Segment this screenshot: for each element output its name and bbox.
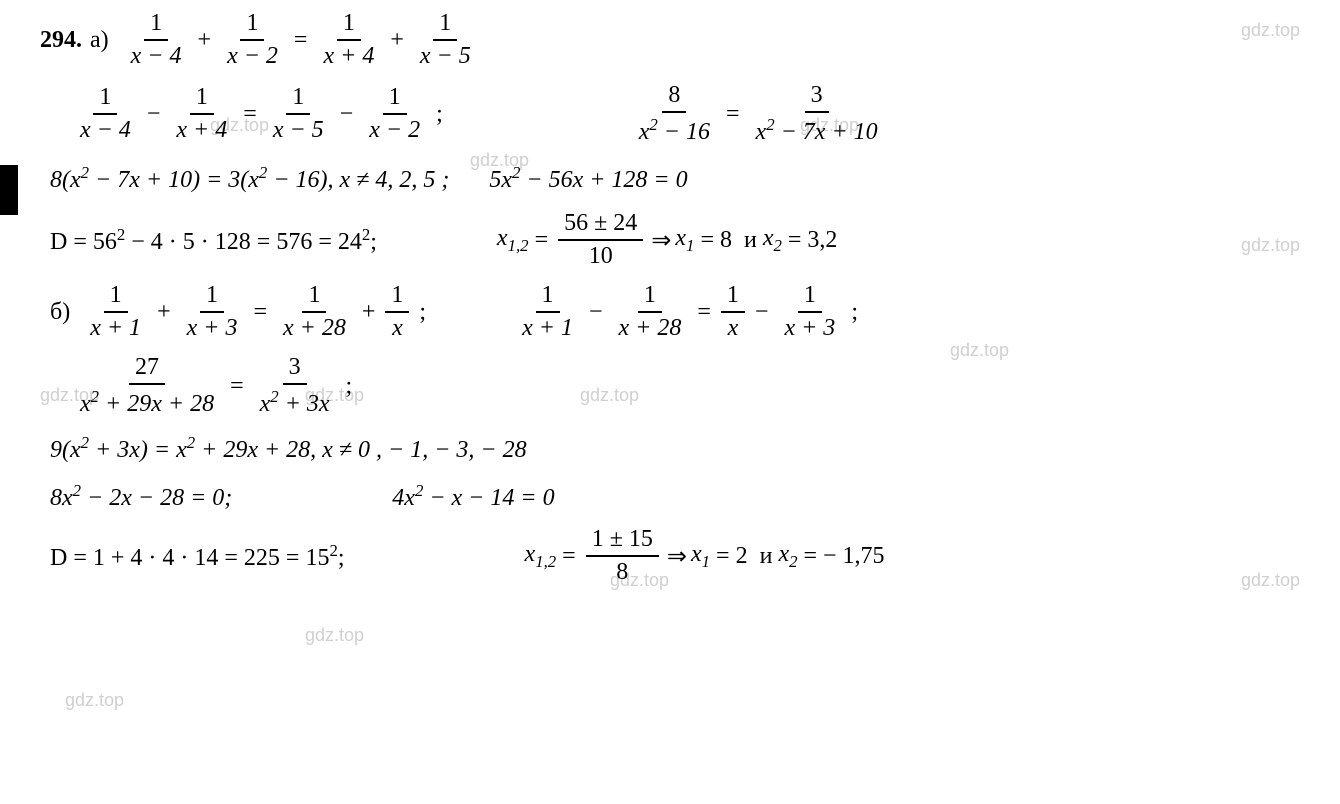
equation-line-5: б) 1 x + 1 + 1 x + 3 = 1 x + 28 + 1 x ; … bbox=[40, 282, 1300, 342]
fraction: 1 x + 3 bbox=[778, 282, 841, 342]
equation-text: 5x2 − 56x + 128 = 0 bbox=[489, 163, 687, 194]
equation-text: 4x2 − x − 14 = 0 bbox=[392, 481, 554, 512]
watermark: gdz.top bbox=[65, 690, 124, 711]
solution-text: x1,2 bbox=[525, 541, 557, 572]
math-content: 294. а) 1 x − 4 + 1 x − 2 = 1 x + 4 + 1 … bbox=[40, 10, 1300, 586]
fraction: 1 x − 5 bbox=[414, 10, 477, 70]
fraction: 1 ± 15 8 bbox=[586, 526, 659, 586]
semicolon: ; bbox=[436, 101, 443, 128]
part-label-a: а) bbox=[90, 27, 109, 54]
semicolon: ; bbox=[419, 299, 426, 326]
equation-line-7: 9(x2 + 3x) = x2 + 29x + 28, x ≠ 0 , − 1,… bbox=[40, 430, 1300, 466]
fraction: 27 x2 + 29x + 28 bbox=[74, 354, 220, 418]
discriminant-text: D = 1 + 4 · 4 · 14 = 225 = 152; bbox=[50, 541, 345, 572]
and-text: и bbox=[744, 227, 757, 254]
fraction: 1 x bbox=[721, 282, 745, 342]
part-label-b: б) bbox=[50, 299, 70, 326]
equals-op: = bbox=[294, 27, 308, 54]
fraction: 1 x + 4 bbox=[317, 10, 380, 70]
minus-op: − bbox=[589, 299, 603, 326]
fraction: 1 x − 2 bbox=[363, 84, 426, 144]
equation-text: 9(x2 + 3x) = x2 + 29x + 28, x ≠ 0 , − 1,… bbox=[50, 433, 527, 464]
fraction: 1 x − 2 bbox=[221, 10, 284, 70]
fraction: 1 x + 1 bbox=[516, 282, 579, 342]
semicolon: ; bbox=[346, 373, 353, 400]
arrow-icon: ⇒ bbox=[667, 542, 687, 571]
equals-op: = bbox=[243, 101, 257, 128]
equation-line-8: 8x2 − 2x − 28 = 0; 4x2 − x − 14 = 0 bbox=[40, 478, 1300, 514]
plus-op: + bbox=[390, 27, 404, 54]
equals-op: = bbox=[230, 373, 244, 400]
fraction: 3 x2 + 3x bbox=[254, 354, 336, 418]
solution-text: x1,2 bbox=[497, 225, 529, 256]
fraction: 1 x − 4 bbox=[74, 84, 137, 144]
equals-op: = bbox=[726, 101, 740, 128]
discriminant-text: D = 562 − 4 · 5 · 128 = 576 = 242; bbox=[50, 225, 377, 256]
minus-op: − bbox=[147, 101, 161, 128]
equals-op: = bbox=[562, 543, 576, 570]
black-sidebar-mark bbox=[0, 165, 18, 215]
equals-op: = bbox=[535, 227, 549, 254]
fraction: 1 x + 28 bbox=[613, 282, 688, 342]
fraction: 1 x + 1 bbox=[84, 282, 147, 342]
equation-line-3: 8(x2 − 7x + 10) = 3(x2 − 16), x ≠ 4, 2, … bbox=[40, 158, 1300, 198]
equation-text: 8(x2 − 7x + 10) = 3(x2 − 16), x ≠ 4, 2, … bbox=[50, 163, 449, 194]
fraction: 56 ± 24 10 bbox=[558, 210, 643, 270]
minus-op: − bbox=[340, 101, 354, 128]
minus-op: − bbox=[755, 299, 769, 326]
fraction: 1 x − 4 bbox=[125, 10, 188, 70]
equals-op: = bbox=[253, 299, 267, 326]
equation-line-2: 1 x − 4 − 1 x + 4 = 1 x − 5 − 1 x − 2 ; … bbox=[40, 82, 1300, 146]
equation-line-6: 27 x2 + 29x + 28 = 3 x2 + 3x ; bbox=[40, 354, 1300, 418]
equals-op: = bbox=[697, 299, 711, 326]
problem-number: 294. bbox=[40, 27, 82, 54]
equation-line-4: D = 562 − 4 · 5 · 128 = 576 = 242; x1,2 … bbox=[40, 210, 1300, 270]
watermark: gdz.top bbox=[305, 625, 364, 646]
fraction: 1 x − 5 bbox=[267, 84, 330, 144]
plus-op: + bbox=[198, 27, 212, 54]
plus-op: + bbox=[157, 299, 171, 326]
fraction: 1 x + 3 bbox=[181, 282, 244, 342]
equation-text: 8x2 − 2x − 28 = 0; bbox=[50, 481, 232, 512]
fraction: 8 x2 − 16 bbox=[633, 82, 716, 146]
fraction: 1 x + 28 bbox=[277, 282, 352, 342]
equation-line-1: 294. а) 1 x − 4 + 1 x − 2 = 1 x + 4 + 1 … bbox=[40, 10, 1300, 70]
and-text: и bbox=[760, 543, 773, 570]
arrow-icon: ⇒ bbox=[651, 226, 671, 255]
semicolon: ; bbox=[851, 299, 858, 326]
fraction: 3 x2 − 7x + 10 bbox=[750, 82, 884, 146]
fraction: 1 x bbox=[385, 282, 409, 342]
plus-op: + bbox=[362, 299, 376, 326]
fraction: 1 x + 4 bbox=[170, 84, 233, 144]
equation-line-9: D = 1 + 4 · 4 · 14 = 225 = 152; x1,2 = 1… bbox=[40, 526, 1300, 586]
